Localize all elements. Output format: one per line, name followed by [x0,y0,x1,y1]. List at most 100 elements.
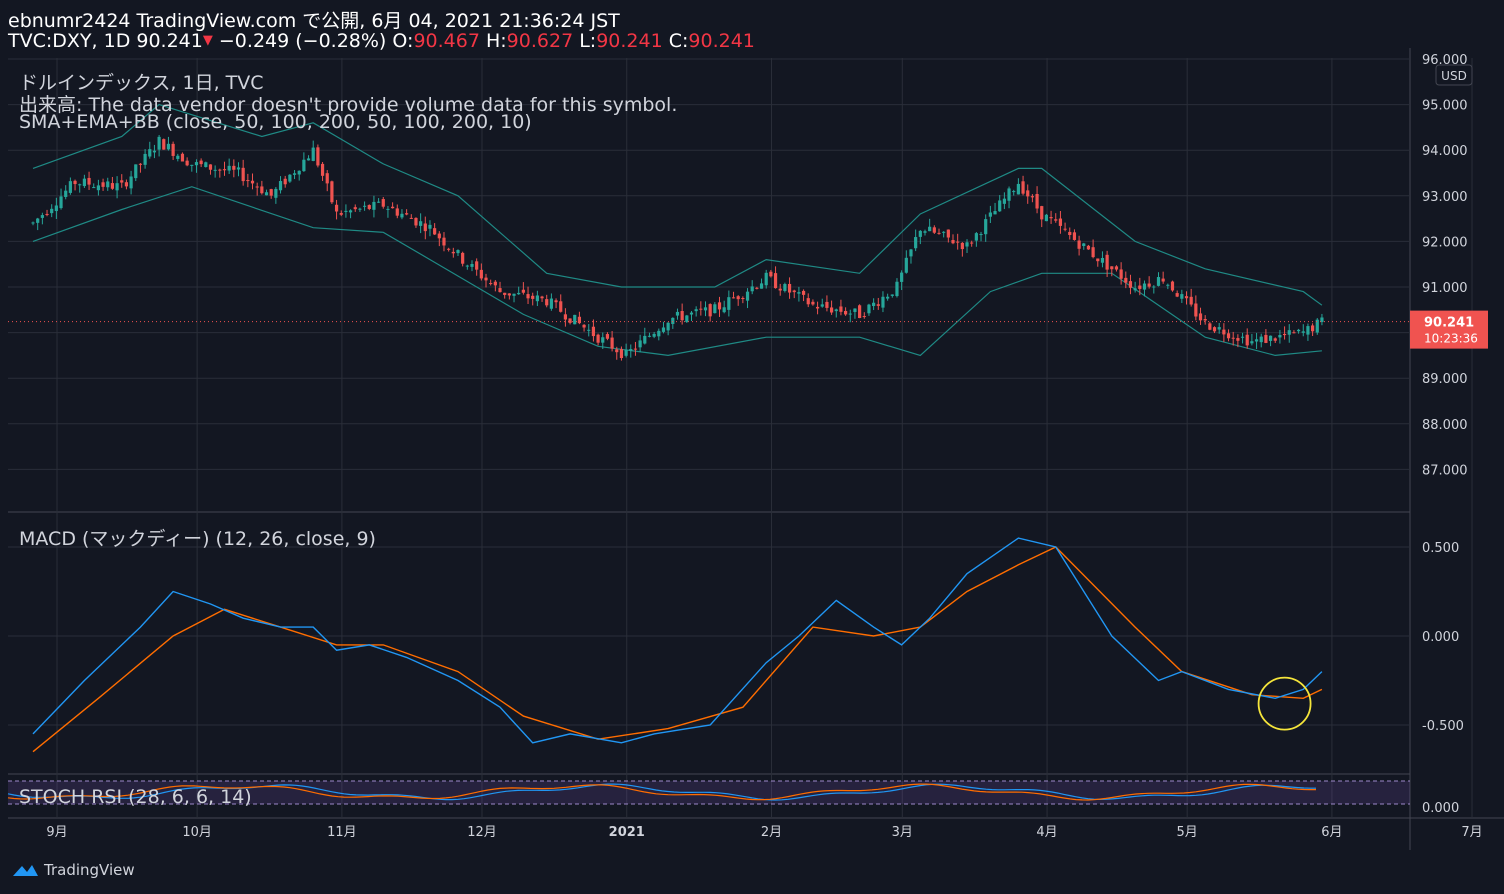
candle-body [222,169,227,171]
candle-body [1044,214,1049,222]
candle-body [400,213,404,218]
candle-body [904,257,908,273]
candle-body [526,294,530,299]
candle-body [825,301,829,308]
candle-body [433,228,437,235]
candle-body [806,298,810,305]
candle-body [1100,257,1105,263]
candle-body [1287,330,1291,335]
brand-label: TradingView [44,861,135,879]
time-axis-label: 2月 [761,825,782,840]
candle-body [59,196,63,209]
candle-body [1086,245,1091,250]
time-axis-label: 12月 [467,825,497,840]
stoch-rsi-legend: STOCH RSI (28, 6, 6, 14) [19,786,252,808]
candle-body [946,229,950,238]
candle-body [353,207,357,210]
candle-body [1212,327,1217,332]
time-axis-label: 3月 [892,825,913,840]
candle-body [1194,303,1198,317]
candle-body [199,160,203,165]
candle-body [554,300,558,303]
candle-body [306,158,311,161]
candle-body [652,333,656,337]
candle-body [1208,323,1212,330]
candle-body [965,242,969,247]
candle-body [797,292,801,294]
candle-body [143,153,147,165]
candle-body [951,239,955,244]
candle-body [419,221,423,226]
candle-body [447,248,451,250]
candle-body [283,178,287,185]
candle-body [1175,293,1179,297]
candle-body [36,218,40,223]
macd-axis-label: 0.500 [1422,541,1459,556]
candle-body [124,182,129,187]
candle-body [647,335,652,337]
candle-body [264,192,269,196]
candle-body [1240,336,1245,338]
candle-body [320,163,325,176]
macd-axis-label: 0.000 [1422,630,1459,645]
candle-body [367,205,371,209]
macd-line [32,537,1323,744]
candle-body [1301,331,1305,333]
down-triangle-icon: ▼ [202,33,213,48]
time-axis-label: 9月 [46,825,67,840]
candle-body [577,316,582,324]
candle-body [171,143,175,156]
candle-body [1161,278,1165,282]
close-label: C: [668,30,689,52]
candle-body [405,213,409,215]
candle-body [937,232,941,234]
candle-body [129,176,133,189]
candle-body [867,304,871,314]
candle-body [932,227,936,233]
time-axis-label: 7月 [1461,825,1482,840]
candle-body [993,211,997,215]
price-axis-label: 88.000 [1422,418,1468,433]
candle-body [1180,294,1184,299]
last-price-value: 90.241 [1424,316,1474,331]
candle-body [699,308,703,310]
candle-body [1030,196,1034,198]
candle-body [521,289,525,293]
macd-signal-line [32,546,1323,753]
candle-body [1124,277,1128,283]
candle-body [115,183,119,191]
candle-body [423,223,427,232]
candle-body [573,314,577,325]
stoch-d-line [7,783,1316,801]
candle-body [605,334,610,339]
currency-label: USD [1441,69,1467,83]
candle-body [1114,266,1119,270]
price-axis-label: 91.000 [1422,281,1468,296]
candle-body [764,272,768,286]
stoch-axis-label: 0.000 [1422,801,1459,816]
candle-body [451,251,455,254]
candle-body [1231,337,1235,339]
candle-body [862,316,866,318]
candle-body [914,237,918,249]
candle-body [456,250,460,254]
bollinger-lower-band [32,186,1322,357]
candle-body [78,184,82,186]
candle-body [531,295,535,299]
candle-body [475,261,479,270]
candle-body [40,215,44,218]
candle-body [610,337,614,349]
candle-body [1306,326,1310,335]
candle-body [848,313,852,315]
tradingview-brand[interactable]: TradingView [10,860,135,880]
candle-body [629,349,633,351]
price-axis-label: 89.000 [1422,372,1468,387]
candle-body [1156,277,1161,286]
candle-body [1058,218,1063,226]
candle-body [292,173,297,175]
candle-body [194,162,199,166]
candle-body [1035,193,1039,209]
candle-body [358,208,362,210]
candle-body [815,306,820,309]
